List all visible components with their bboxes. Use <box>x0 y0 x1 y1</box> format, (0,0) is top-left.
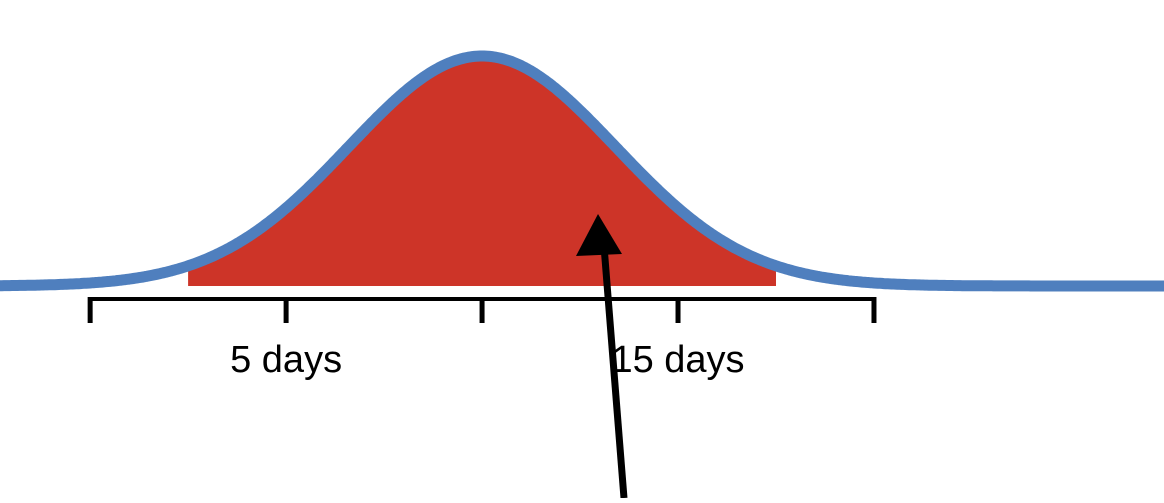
curve-layer <box>0 50 1164 292</box>
shaded-area <box>188 56 777 286</box>
tick-labels: 5 days 15 days <box>230 339 744 381</box>
annotation-arrow <box>576 214 628 499</box>
tick-label-5-days: 5 days <box>230 339 342 381</box>
distribution-curve <box>0 50 1164 292</box>
arrow-shaft <box>600 245 628 499</box>
x-axis <box>87 297 877 323</box>
fill-layer <box>188 56 777 286</box>
arrow-head <box>576 214 622 256</box>
tick-label-15-days: 15 days <box>611 339 744 381</box>
